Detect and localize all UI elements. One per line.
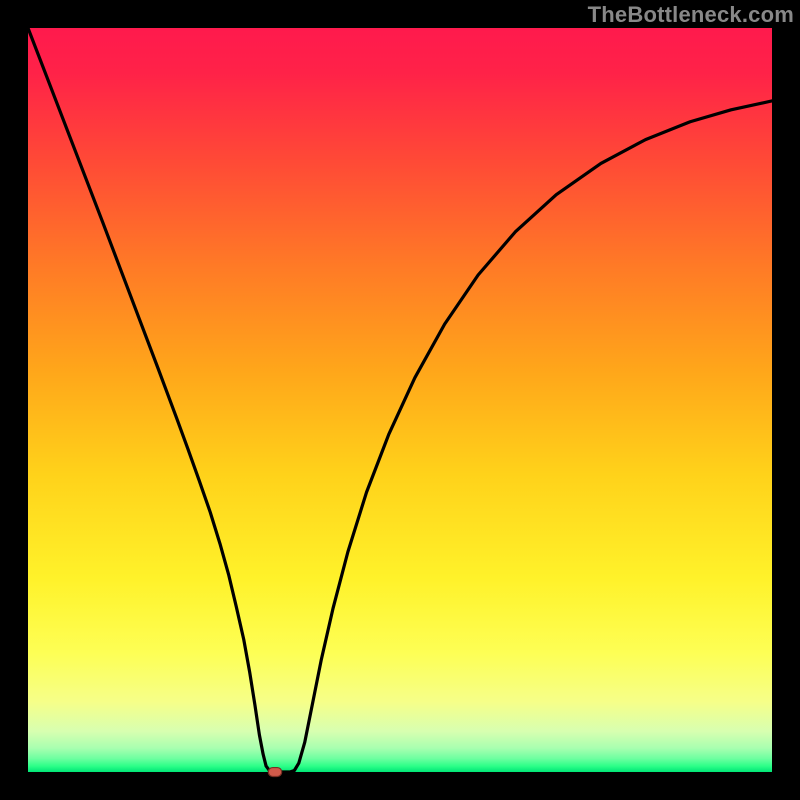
stage: TheBottleneck.com: [0, 0, 800, 800]
watermark-text: TheBottleneck.com: [588, 2, 794, 28]
chart-svg: [0, 0, 800, 800]
bottleneck-marker: [268, 768, 281, 777]
plot-background: [28, 28, 772, 772]
